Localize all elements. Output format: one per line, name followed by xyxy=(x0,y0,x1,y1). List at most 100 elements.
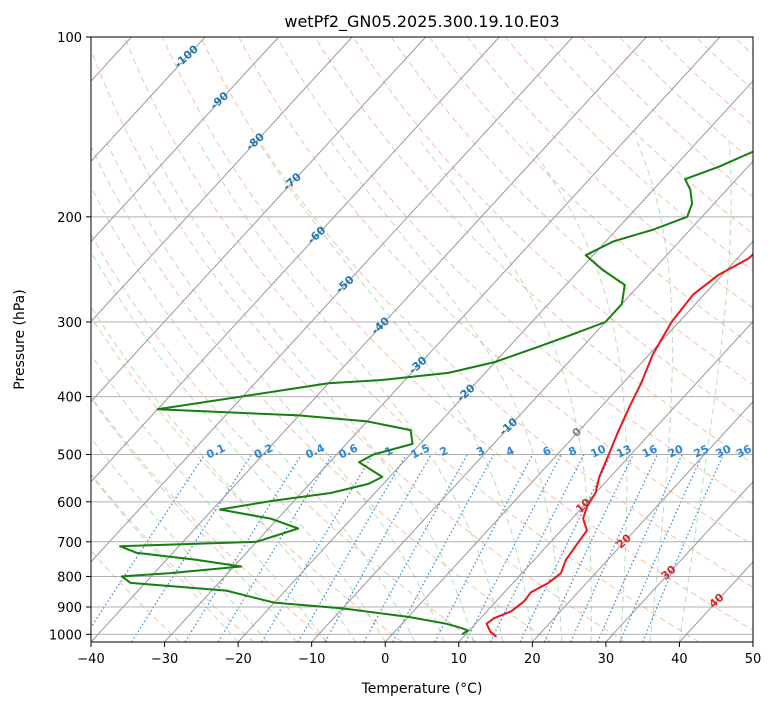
isotherm-line xyxy=(164,37,721,642)
mixing-ratio-label: 2 xyxy=(438,444,450,459)
dry-adiabat-line xyxy=(619,37,753,162)
mixing-ratio-line xyxy=(570,454,658,642)
isotherm-line xyxy=(0,37,58,642)
dry-adiabat-line xyxy=(91,549,181,642)
x-tick-label: 10 xyxy=(451,652,468,667)
moist-adiabat-line xyxy=(106,141,445,642)
mixing-ratio-line xyxy=(297,454,407,642)
isotherms xyxy=(0,37,753,642)
x-axis-ticks: −40 −30 −20 −10 0 10 20 30 40 50 xyxy=(77,642,761,667)
dry-adiabat-line xyxy=(733,37,753,56)
mixing-ratio-line xyxy=(130,454,253,642)
y-tick-label: 600 xyxy=(57,496,82,511)
mixing-ratio-label: 6 xyxy=(541,444,554,459)
mixing-ratio-line xyxy=(261,454,374,642)
isotherm-line xyxy=(91,37,427,403)
mixing-ratio-label: 3 xyxy=(474,444,486,459)
moist-adiabat-line xyxy=(91,305,357,642)
moist-adiabat-line xyxy=(526,141,628,642)
mixing-ratio-line xyxy=(392,454,495,642)
moist-adiabats xyxy=(91,141,732,642)
dry-adiabat-line xyxy=(657,37,753,126)
mixing-ratio-line xyxy=(91,454,206,629)
mixing-ratio-label: 0.1 xyxy=(204,441,227,461)
dry-adiabat-line xyxy=(352,37,753,425)
moist-adiabat-line xyxy=(91,474,239,642)
x-tick-label: 20 xyxy=(524,652,541,667)
moist-adiabat-line xyxy=(258,141,533,642)
y-axis-label: Pressure (hPa) xyxy=(12,289,28,389)
dry-adiabat-line xyxy=(276,37,753,505)
x-tick-label: −10 xyxy=(298,652,325,667)
temperature-profile-line xyxy=(485,253,753,638)
isotherm-line xyxy=(311,160,753,642)
y-tick-label: 400 xyxy=(57,391,82,406)
y-tick-label: 100 xyxy=(57,31,82,46)
isotherm-line xyxy=(605,480,753,642)
chart-title: wetPf2_GN05.2025.300.19.10.E03 xyxy=(284,12,559,32)
dry-adiabat-line xyxy=(238,37,753,546)
moist-adiabat-line xyxy=(91,354,327,642)
mixing-ratio-line xyxy=(642,454,724,642)
mixing-ratio-label: 36 xyxy=(734,442,754,460)
dry-adiabat-line xyxy=(162,37,753,631)
moist-adiabat-line xyxy=(91,250,386,642)
x-axis-label: Temperature (°C) xyxy=(361,681,483,697)
moist-adiabat-line xyxy=(91,397,298,642)
dry-adiabat-line xyxy=(314,37,753,465)
moist-adiabat-line xyxy=(91,437,268,642)
dry-adiabat-line xyxy=(428,37,753,347)
mixing-ratio-line xyxy=(519,454,612,642)
x-tick-label: 50 xyxy=(745,652,762,667)
dry-adiabat-line xyxy=(695,37,753,91)
x-tick-label: −40 xyxy=(77,652,104,667)
mixing-ratio-label: 30 xyxy=(714,442,734,460)
dry-adiabat-line xyxy=(91,145,551,642)
plot-frame xyxy=(90,36,754,643)
x-tick-label: 40 xyxy=(671,652,688,667)
isotherm-line xyxy=(91,37,500,483)
mixing-ratio-label: 0.6 xyxy=(337,441,360,461)
moist-adiabat-line xyxy=(148,141,474,642)
y-tick-label: 900 xyxy=(57,601,82,616)
isotherm-line xyxy=(384,240,753,642)
moist-adiabat-line xyxy=(678,142,732,642)
x-tick-label: 0 xyxy=(381,652,389,667)
mixing-ratio-label: 8 xyxy=(566,444,578,459)
dry-adiabat-line xyxy=(581,37,753,198)
mixing-ratio-label: 25 xyxy=(692,442,711,460)
mixing-ratio-line xyxy=(597,454,683,642)
mixing-ratio-label: 13 xyxy=(614,442,633,460)
mixing-ratio-labels: 0.1 0.2 0.4 0.6 1 1.5 2 3 4 6 8 10 13 16 20 25 30 36 xyxy=(204,441,754,461)
y-tick-label: 1000 xyxy=(49,628,82,643)
mixing-ratio-label: 10 xyxy=(589,442,609,460)
dry-adiabat-line xyxy=(91,233,477,642)
moist-adiabat-line xyxy=(91,185,416,642)
moist-adiabat-line xyxy=(420,141,592,642)
x-tick-label: 30 xyxy=(598,652,615,667)
moist-adiabat-line xyxy=(330,141,563,642)
dry-adiabats xyxy=(91,37,753,642)
y-tick-label: 500 xyxy=(57,449,82,464)
mixing-ratio-label: 4 xyxy=(504,444,517,459)
y-tick-label: 800 xyxy=(57,570,82,585)
dry-adiabat-line xyxy=(124,37,700,642)
dry-adiabat-line xyxy=(200,37,753,588)
isotherm-line xyxy=(531,400,753,642)
line-labels: -100-90-80-70-60-50-40-30-20-10 010203040… xyxy=(172,42,754,610)
isotherm-line xyxy=(91,37,279,243)
pressure-gridlines xyxy=(91,37,753,635)
isotherm-line xyxy=(237,80,753,642)
isotherm-line xyxy=(679,561,753,642)
isotherm-line xyxy=(91,37,353,323)
dry-adiabat-line xyxy=(91,395,329,642)
dry-adiabat-line xyxy=(91,316,403,642)
mixing-ratio-line xyxy=(434,454,534,642)
x-tick-label: −20 xyxy=(224,652,251,667)
isotherm-line xyxy=(91,37,574,563)
mixing-ratio-line xyxy=(465,454,562,642)
mixing-ratio-line xyxy=(619,454,704,642)
y-axis-ticks: 100 200 300 400 500 600 700 800 900 1000 xyxy=(49,31,91,643)
